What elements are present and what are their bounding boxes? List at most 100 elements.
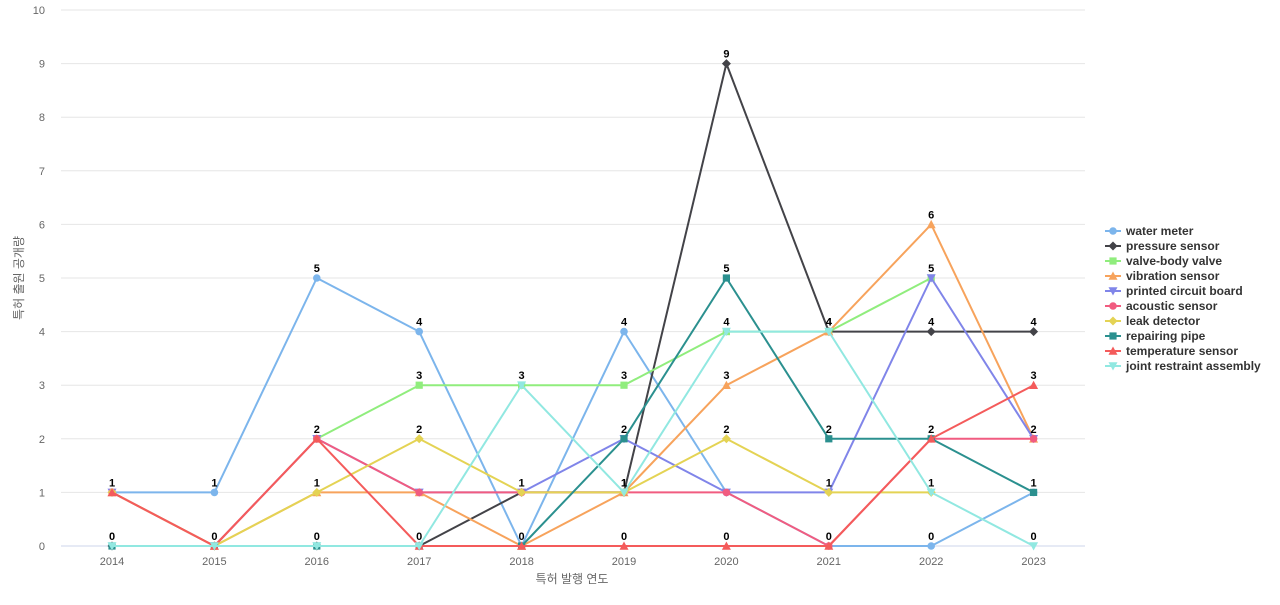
data-point: [721, 380, 731, 389]
data-label: 3: [723, 370, 729, 382]
series-lines: [107, 59, 1039, 551]
legend-symbol: [1108, 346, 1118, 355]
data-labels: 1 1 5 4 4 0 9 4 4 4 3 3 3 4 3 6 1 5 1 2 1 2 1 2 1 0 0 0 0 0 2 5 2 2 1 2 0 0 0 3…: [109, 49, 1038, 543]
data-point: [825, 435, 833, 443]
y-tick-label: 1: [39, 487, 45, 499]
data-label: 1: [314, 477, 320, 489]
data-point: [1029, 380, 1039, 389]
data-label: 2: [928, 424, 934, 436]
series-repairing-pipe: [108, 274, 1038, 550]
series-line: [316, 277, 932, 440]
data-point: [517, 381, 527, 390]
x-tick-label: 2015: [202, 556, 226, 568]
legend-symbol: [1108, 287, 1118, 296]
data-label: 3: [621, 370, 627, 382]
series-line: [112, 330, 1035, 547]
y-tick-label: 2: [39, 434, 45, 446]
data-point: [415, 327, 424, 336]
x-tick-label: 2018: [509, 556, 533, 568]
x-tick-label: 2023: [1021, 556, 1045, 568]
x-tick-label: 2022: [919, 556, 943, 568]
legend-symbol: [1108, 271, 1118, 280]
data-label: 5: [723, 263, 729, 275]
y-tick-label: 8: [39, 112, 45, 124]
x-axis-title: 특허 발행 연도: [536, 571, 609, 586]
legend-item[interactable]: joint restraint assembly: [1105, 359, 1261, 373]
y-axis-title: 특허 출원 공개량: [12, 236, 26, 320]
legend-item[interactable]: vibration sensor: [1105, 269, 1220, 283]
y-tick-label: 4: [39, 327, 45, 339]
y-tick-label: 5: [39, 273, 45, 285]
data-label: 9: [723, 49, 729, 61]
legend-label: temperature sensor: [1126, 344, 1238, 358]
data-point: [313, 274, 321, 282]
data-label: 5: [314, 263, 320, 275]
data-label: 1: [519, 477, 525, 489]
data-point: [721, 327, 731, 337]
data-label: 6: [928, 209, 934, 221]
data-point: [312, 542, 322, 551]
legend-symbol: [1109, 227, 1117, 235]
data-label: 3: [1031, 370, 1037, 382]
data-label: 0: [826, 531, 832, 543]
data-label: 0: [314, 531, 320, 543]
data-label: 5: [928, 263, 934, 275]
legend-item[interactable]: water meter: [1105, 224, 1194, 238]
series-line: [112, 62, 1034, 547]
data-point: [722, 488, 731, 497]
legend-item[interactable]: repairing pipe: [1105, 329, 1206, 343]
series-printed-circuit-board: [107, 274, 1039, 551]
legend-label: joint restraint assembly: [1125, 359, 1261, 373]
data-point: [619, 541, 629, 550]
data-point: [721, 541, 731, 550]
data-point: [926, 434, 936, 443]
data-point: [824, 327, 834, 337]
data-point: [619, 488, 629, 497]
data-point: [414, 542, 424, 551]
data-label: 0: [1031, 531, 1037, 543]
legend-label: repairing pipe: [1126, 329, 1206, 343]
legend-item[interactable]: printed circuit board: [1105, 284, 1243, 298]
data-point: [1029, 435, 1038, 443]
data-label: 4: [928, 317, 935, 329]
y-tick-label: 6: [39, 219, 45, 231]
x-tick-label: 2014: [100, 556, 124, 568]
data-point: [927, 542, 935, 550]
data-point: [824, 487, 834, 497]
data-label: 0: [621, 531, 627, 543]
x-tick-label: 2020: [714, 556, 738, 568]
legend-item[interactable]: valve-body valve: [1105, 254, 1222, 268]
data-label: 2: [1031, 424, 1037, 436]
data-label: 2: [621, 424, 627, 436]
series-line: [111, 277, 1035, 547]
legend-label: printed circuit board: [1126, 284, 1243, 298]
data-point: [824, 541, 834, 550]
legend-item[interactable]: temperature sensor: [1105, 344, 1238, 358]
legend-item[interactable]: pressure sensor: [1105, 239, 1220, 253]
legend-label: valve-body valve: [1126, 254, 1222, 268]
series-line: [112, 277, 1035, 547]
series-joint-restraint-assembly: [107, 327, 1039, 551]
x-tick-label: 2021: [817, 556, 841, 568]
legend-label: water meter: [1125, 224, 1194, 238]
legend-symbol: [1108, 241, 1118, 251]
legend-label: leak detector: [1126, 314, 1200, 328]
data-point: [517, 487, 527, 497]
series-line: [112, 277, 1035, 547]
data-label: 3: [416, 370, 422, 382]
legend-item[interactable]: acoustic sensor: [1105, 299, 1218, 313]
data-label: 1: [1031, 477, 1037, 489]
data-point: [517, 541, 527, 550]
data-label: 1: [211, 477, 217, 489]
data-point: [1030, 488, 1038, 496]
data-label: 1: [826, 477, 832, 489]
legend-symbol: [1109, 332, 1117, 340]
data-point: [721, 434, 731, 444]
data-point: [1029, 327, 1039, 337]
legend-item[interactable]: leak detector: [1105, 314, 1200, 328]
data-label: 4: [826, 317, 833, 329]
legend-label: vibration sensor: [1126, 269, 1220, 283]
series-water-meter: [108, 274, 1038, 550]
